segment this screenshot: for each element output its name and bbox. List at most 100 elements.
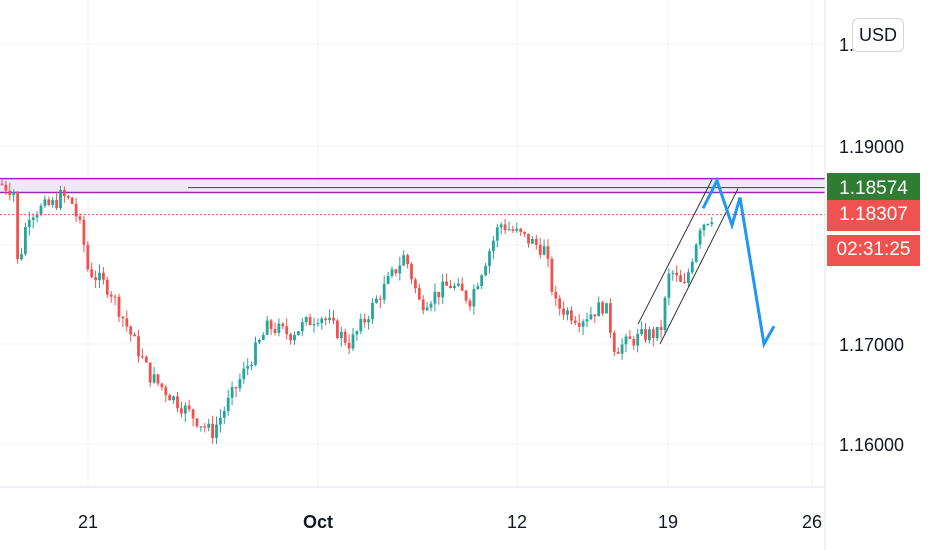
- candle-body: [538, 244, 542, 255]
- candle-body: [328, 317, 331, 321]
- candle-body: [464, 290, 468, 301]
- x-tick-label: 12: [507, 512, 527, 532]
- candle-body: [27, 219, 31, 228]
- candle-body: [577, 322, 581, 327]
- candle-body: [378, 298, 382, 300]
- candle-body: [484, 265, 487, 276]
- y-tick-label: 1.16000: [839, 435, 904, 455]
- candle-body: [683, 281, 686, 283]
- candle-body: [433, 291, 437, 304]
- candle-body: [460, 283, 464, 291]
- candlestick-series: [0, 178, 714, 445]
- candle-body: [133, 334, 136, 337]
- currency-button[interactable]: USD: [852, 18, 904, 52]
- candle-body: [12, 191, 16, 196]
- channel-line-upper: [637, 179, 713, 325]
- candle-body: [523, 231, 526, 234]
- candle-body: [710, 222, 714, 225]
- candle-body: [226, 397, 230, 412]
- candle-body: [706, 224, 710, 226]
- candle-body: [651, 329, 655, 339]
- candle-body: [690, 261, 694, 273]
- candle-body: [195, 418, 199, 427]
- candle-body: [671, 272, 675, 274]
- candle-body: [172, 396, 175, 401]
- candle-countdown-tag: 02:31:25: [827, 234, 920, 266]
- candle-body: [534, 238, 538, 245]
- candle-body: [429, 303, 433, 308]
- candle-body: [550, 258, 554, 292]
- candle-body: [566, 310, 569, 315]
- candle-body: [640, 329, 643, 334]
- candle-body: [160, 383, 164, 388]
- candle-body: [441, 281, 445, 298]
- candle-body: [222, 411, 226, 418]
- candle-body: [394, 269, 398, 274]
- candle-body: [425, 307, 429, 311]
- candle-body: [601, 302, 604, 314]
- candle-body: [117, 296, 121, 317]
- candle-body: [51, 199, 55, 205]
- candle-body: [437, 291, 441, 298]
- candle-body: [265, 320, 269, 335]
- candle-body: [66, 196, 70, 198]
- candle-body: [402, 255, 406, 266]
- candle-body: [542, 246, 546, 255]
- candle-body: [242, 368, 246, 380]
- candle-body: [616, 351, 620, 354]
- candle-body: [125, 318, 129, 327]
- candle-body: [300, 322, 304, 332]
- candle-body: [238, 379, 242, 389]
- candle-body: [98, 272, 101, 281]
- candle-body: [109, 294, 113, 297]
- candle-body: [687, 272, 690, 283]
- candle-body: [293, 335, 296, 341]
- candle-body: [339, 331, 343, 339]
- candle-body: [35, 214, 39, 218]
- candle-body: [371, 303, 374, 320]
- candle-body: [698, 230, 702, 245]
- candle-body: [148, 362, 152, 383]
- candle-body: [43, 199, 47, 206]
- projection-arrow: [701, 176, 776, 349]
- candle-body: [562, 308, 565, 315]
- x-tick-label: 19: [658, 512, 678, 532]
- x-axis[interactable]: 21 Oct 12 19 26: [78, 512, 822, 532]
- candle-body: [63, 190, 66, 197]
- candle-body: [250, 364, 253, 367]
- candle-body: [476, 286, 480, 290]
- candle-body: [113, 296, 117, 298]
- candle-body: [546, 246, 550, 259]
- candle-body: [285, 326, 289, 335]
- candle-body: [507, 229, 511, 231]
- candle-body: [78, 216, 82, 220]
- candle-body: [351, 334, 355, 349]
- candle-body: [355, 331, 359, 335]
- candle-body: [180, 408, 183, 414]
- candle-body: [659, 326, 663, 330]
- candle-body: [597, 302, 601, 317]
- candle-body: [102, 272, 105, 280]
- candle-body: [593, 314, 597, 317]
- y-tick-label: 1.17000: [839, 335, 904, 355]
- candle-body: [480, 275, 484, 287]
- candle-body: [141, 356, 144, 358]
- candle-body: [363, 318, 367, 323]
- candle-body: [129, 326, 133, 335]
- candle-body: [417, 288, 421, 300]
- candle-body: [320, 318, 324, 324]
- candle-body: [261, 334, 265, 340]
- candle-body: [624, 336, 628, 345]
- candle-body: [648, 329, 651, 341]
- candle-body: [694, 244, 698, 262]
- candle-body: [406, 255, 409, 265]
- candle-body: [499, 224, 503, 228]
- candle-body: [234, 387, 238, 389]
- candle-body: [105, 279, 109, 295]
- candle-body: [70, 197, 74, 204]
- candle-body: [519, 228, 523, 232]
- candle-body: [456, 283, 460, 286]
- candle-body: [620, 344, 624, 354]
- candle-body: [312, 324, 316, 326]
